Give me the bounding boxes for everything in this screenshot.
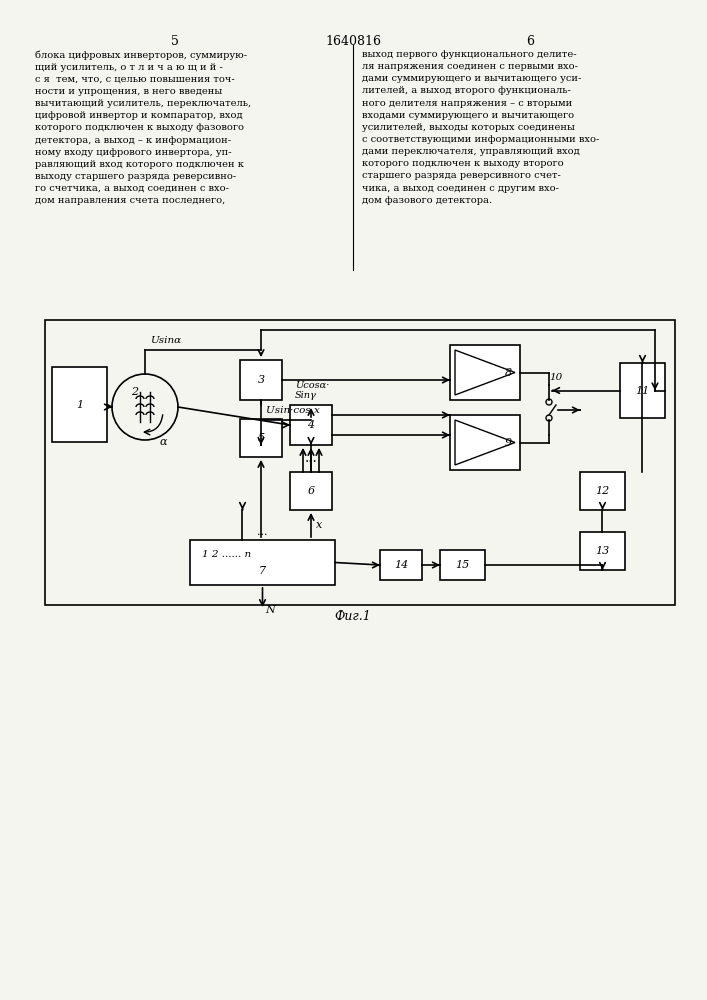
Text: 5: 5 <box>171 35 179 48</box>
Text: 9: 9 <box>504 438 512 448</box>
Text: N: N <box>266 605 275 615</box>
Bar <box>458 428 466 436</box>
Text: 1 2 ...... n: 1 2 ...... n <box>202 550 251 559</box>
Text: 1: 1 <box>76 399 83 410</box>
Text: 8: 8 <box>504 367 512 377</box>
Text: 5: 5 <box>257 433 264 443</box>
Text: Usin·cos x: Usin·cos x <box>266 406 320 415</box>
Text: Фиг.1: Фиг.1 <box>334 610 371 623</box>
Bar <box>458 448 466 456</box>
Text: ...: ... <box>257 527 268 537</box>
Bar <box>450 345 520 400</box>
Bar <box>190 540 335 585</box>
Text: 10: 10 <box>549 373 563 382</box>
Bar <box>580 472 625 510</box>
Bar <box>620 363 665 418</box>
Text: ...: ... <box>305 452 317 466</box>
Text: выход первого функционального делите-
ля напряжения соединен с первыми вхо-
дами: выход первого функционального делите- ля… <box>362 50 600 205</box>
Bar <box>240 360 282 400</box>
Text: 2: 2 <box>132 387 139 397</box>
Text: 13: 13 <box>595 546 609 556</box>
Text: 12: 12 <box>595 486 609 496</box>
Bar <box>290 472 332 510</box>
Text: 4: 4 <box>308 420 315 430</box>
Text: 3: 3 <box>257 375 264 385</box>
Bar <box>52 367 107 442</box>
Text: α: α <box>159 437 167 447</box>
Bar <box>290 405 332 445</box>
Text: x: x <box>316 520 322 530</box>
Bar <box>440 550 485 580</box>
Bar <box>458 357 466 364</box>
Text: 6: 6 <box>526 35 534 48</box>
Bar <box>45 320 675 605</box>
Text: 14: 14 <box>394 560 408 570</box>
Text: 11: 11 <box>636 385 650 395</box>
Text: 6: 6 <box>308 486 315 496</box>
Text: Ucosα·
Sinγ: Ucosα· Sinγ <box>295 381 329 400</box>
Bar <box>458 380 466 388</box>
Bar <box>240 419 282 457</box>
Text: Usinα: Usinα <box>150 336 181 345</box>
Bar <box>458 368 466 376</box>
Bar <box>458 438 466 446</box>
Bar <box>450 415 520 470</box>
Text: 15: 15 <box>455 560 469 570</box>
Bar <box>580 532 625 570</box>
Text: блока цифровых инверторов, суммирую-
щий усилитель, о т л и ч а ю щ и й -
с я  т: блока цифровых инверторов, суммирую- щий… <box>35 50 251 205</box>
Bar <box>380 550 422 580</box>
Text: 1640816: 1640816 <box>325 35 382 48</box>
Text: 7: 7 <box>259 566 266 576</box>
